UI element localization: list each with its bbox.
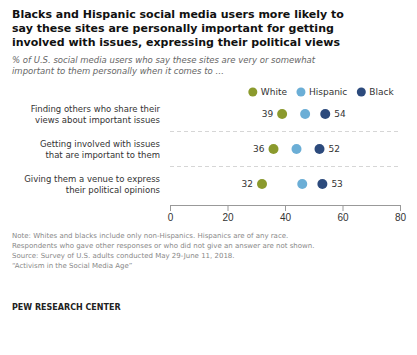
text-line: Respondents who gave other responses or … [12,242,314,250]
text-line: Source: Survey of U.S. adults conducted … [12,252,235,260]
footer: PEW RESEARCH CENTER [12,303,121,312]
dot [315,144,325,154]
dot [269,144,279,154]
text-line: their political opinions [66,184,161,194]
text-line: Giving them a venue to express [24,173,160,183]
tick-mark [285,205,286,211]
legend-label: Black [369,87,394,97]
tick: 40 [280,205,292,223]
x-axis: 0 20 40 60 80 [168,205,407,223]
title: Blacks and Hispanic social media users m… [12,8,344,49]
text-line: involved with issues, expressing their p… [12,36,340,49]
chart: Blacks and Hispanic social media users m… [0,0,417,355]
text-line: Note: Whites and blacks include only non… [12,232,288,240]
dot [257,179,267,189]
text-line: important to them personally when it com… [12,66,224,76]
category-labels: Finding others who share theirviews abou… [24,103,160,194]
dot [292,144,302,154]
dot [320,109,330,119]
tick-mark [170,205,171,211]
tick-label: 20 [222,212,234,223]
data-label: 52 [329,144,340,154]
separators [170,132,400,167]
legend-swatch [296,88,305,97]
legend-swatch [248,88,257,97]
text-line: % of U.S. social media users who say the… [12,55,316,65]
legend-label: White [261,87,288,97]
data-labels: 39 36 32 54 52 53 [242,109,346,189]
dot [300,109,310,119]
tick-label: 40 [280,212,292,223]
tick-label: 80 [395,212,407,223]
dot [317,179,327,189]
category-label: Getting involved with issuesthat are imp… [40,138,161,159]
tick-mark [343,205,344,211]
separator [170,166,400,167]
legend-swatch [357,88,366,97]
tick: 20 [222,205,234,223]
text-line: Finding others who share their [31,103,161,113]
subtitle: % of U.S. social media users who say the… [12,55,316,76]
legend-label: Hispanic [309,87,347,97]
text-line: Blacks and Hispanic social media users m… [12,8,344,21]
tick-label: 0 [168,212,174,223]
data-label: 53 [331,179,342,189]
text-line: views about important issues [35,114,160,124]
separator [170,131,400,132]
legend: White Hispanic Black [248,87,394,97]
data-label: 54 [334,109,346,119]
text-line: PEW RESEARCH CENTER [12,303,121,312]
category-label: Finding others who share theirviews abou… [31,103,161,124]
tick-mark [228,205,229,211]
tick-label: 60 [337,212,349,223]
category-label: Giving them a venue to expresstheir poli… [24,173,160,194]
tick-mark [400,205,401,211]
note: Note: Whites and blacks include only non… [12,232,314,270]
dot [277,109,287,119]
tick: 0 [168,205,174,223]
data-label: 39 [262,109,274,119]
tick: 60 [337,205,349,223]
dot [297,179,307,189]
data-label: 32 [242,179,253,189]
text-line: “Activism in the Social Media Age” [12,262,132,270]
marks [257,109,330,189]
text-line: that are important to them [45,149,160,159]
axis-line [171,206,401,212]
text-line: say these sites are personally important… [12,22,334,35]
tick: 80 [395,205,407,223]
text-line: Getting involved with issues [40,138,161,148]
data-label: 36 [253,144,265,154]
